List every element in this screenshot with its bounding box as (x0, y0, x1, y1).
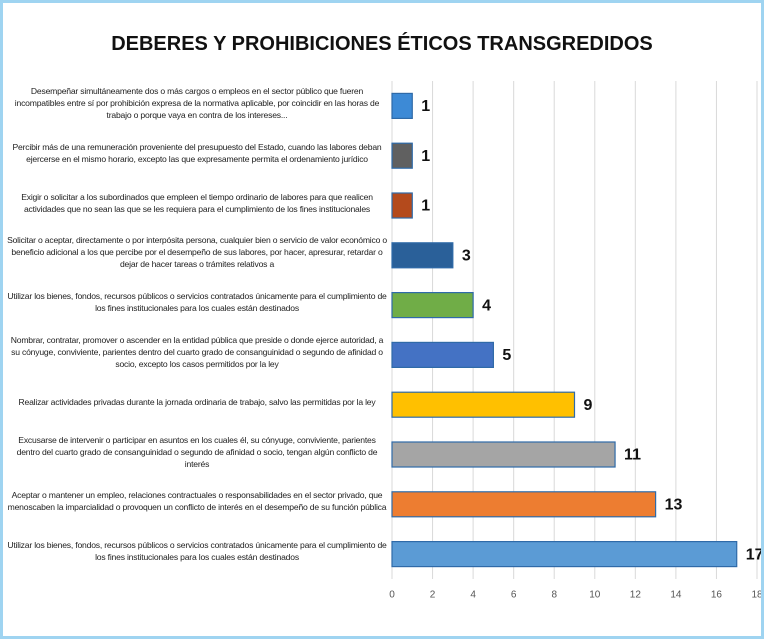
value-label: 9 (584, 397, 593, 414)
bar (391, 540, 738, 568)
category-label: Realizar actividades privadas durante la… (18, 396, 376, 407)
x-tick-label: 2 (430, 590, 436, 601)
value-label: 1 (421, 148, 430, 165)
bar (391, 192, 413, 219)
category-label: Desempeñar simultáneamente dos o más car… (14, 85, 380, 120)
value-label: 3 (462, 248, 471, 265)
category-label: Exigir o solicitar a los subordinados qu… (21, 191, 373, 214)
x-tick-label: 4 (470, 590, 476, 601)
value-label: 4 (482, 297, 491, 314)
x-tick-label: 8 (551, 590, 557, 601)
x-tick-label: 6 (511, 590, 517, 601)
x-tick-label: 14 (670, 590, 682, 601)
x-tick-label: 0 (389, 590, 395, 601)
value-label: 11 (624, 447, 641, 464)
value-label: 17 (746, 546, 761, 563)
x-tick-label: 16 (711, 590, 723, 601)
bar (391, 242, 454, 269)
category-label: Aceptar o mantener un empleo, relaciones… (7, 490, 387, 513)
value-label: 13 (665, 497, 683, 514)
value-label: 5 (502, 347, 511, 364)
bar (391, 92, 413, 120)
category-label: Utilizar los bienes, fondos, recursos pú… (7, 291, 387, 314)
category-label: Utilizar los bienes, fondos, recursos pú… (7, 540, 387, 563)
x-tick-label: 10 (589, 590, 601, 601)
bar (391, 391, 576, 418)
plot: 0246810121416181113459111317 (389, 81, 761, 601)
bar (391, 491, 657, 518)
category-label: Percibir más de una remuneración proveni… (12, 141, 382, 164)
category-label: Excusarse de intervenir o participar en … (16, 434, 378, 469)
bar (391, 142, 413, 169)
value-label: 1 (421, 198, 430, 215)
value-label: 1 (421, 98, 430, 115)
bar (391, 292, 474, 319)
bar (391, 441, 616, 468)
x-tick-label: 12 (630, 590, 642, 601)
bar (391, 341, 494, 368)
category-label: Solicitar o aceptar, directamente o por … (7, 235, 387, 270)
chart-title: DEBERES Y PROHIBICIONES ÉTICOS TRANSGRED… (111, 33, 653, 55)
x-tick-label: 18 (751, 590, 761, 601)
category-label: Nombrar, contratar, promover o ascender … (10, 334, 384, 369)
